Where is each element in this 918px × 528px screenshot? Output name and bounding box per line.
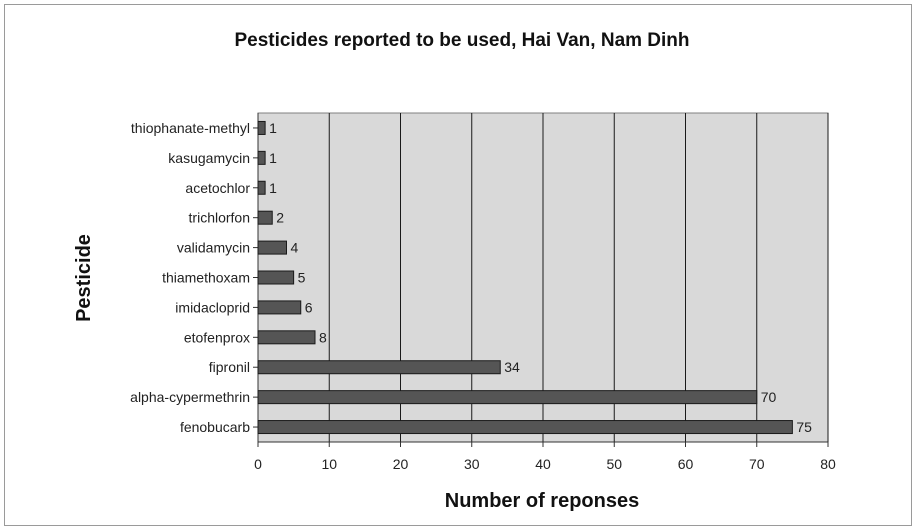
x-tick-label: 0 [254,456,262,472]
x-tick-label: 60 [678,456,694,472]
x-tick-label: 30 [464,456,480,472]
bars [257,120,793,435]
x-tick-label: 80 [820,456,836,472]
data-label-validamycin: 4 [291,240,299,256]
data-label-fenobucarb: 75 [796,419,812,435]
x-axis-title: Number of reponses [445,490,639,512]
category-label-etofenprox: etofenprox [184,329,250,345]
data-label-fipronil: 34 [504,359,520,375]
chart-title: Pesticides reported to be used, Hai Van,… [234,30,689,51]
x-tick-label: 70 [749,456,765,472]
x-tick-label: 50 [606,456,622,472]
bar-imidacloprid [257,300,302,315]
data-label-thiamethoxam: 5 [298,270,306,286]
y-axis-title: Pesticide [73,234,95,322]
data-label-thiophanate-methyl: 1 [269,120,277,136]
bar-trichlorfon [257,210,273,225]
category-label-fenobucarb: fenobucarb [180,419,250,435]
data-label-trichlorfon: 2 [276,210,284,226]
category-labels: fenobucarb alpha-cypermethrin fipronil etof… [130,120,250,435]
data-labels: 75 70 34 86 5 42 1 1 1 [269,120,812,435]
category-label-acetochlor: acetochlor [185,180,250,196]
category-label-thiophanate-methyl: thiophanate-methyl [131,120,250,136]
category-label-trichlorfon: trichlorfon [189,210,250,226]
x-tick-label: 20 [393,456,409,472]
bar-validamycin [257,240,287,255]
data-label-kasugamycin: 1 [269,150,277,166]
bar-kasugamycin [257,150,266,165]
bar-fenobucarb [257,420,793,435]
data-label-alpha-cypermethrin: 70 [761,389,777,405]
category-label-alpha-cypermethrin: alpha-cypermethrin [130,389,250,405]
x-tick-labels: 0 10 20 30 40 50 60 70 80 [254,456,836,472]
x-tick-label: 40 [535,456,551,472]
bar-thiamethoxam [257,270,295,285]
data-label-etofenprox: 8 [319,329,327,345]
bar-fipronil [257,360,501,375]
bar-thiophanate-methyl [257,120,266,135]
x-tick-label: 10 [321,456,337,472]
category-label-kasugamycin: kasugamycin [168,150,250,166]
category-label-validamycin: validamycin [177,240,250,256]
category-label-imidacloprid: imidacloprid [175,299,250,315]
category-label-fipronil: fipronil [209,359,250,375]
data-label-imidacloprid: 6 [305,299,313,315]
category-label-thiamethoxam: thiamethoxam [162,270,250,286]
bar-alpha-cypermethrin [257,390,758,405]
bar-etofenprox [257,330,316,345]
data-label-acetochlor: 1 [269,180,277,196]
bar-acetochlor [257,180,266,195]
